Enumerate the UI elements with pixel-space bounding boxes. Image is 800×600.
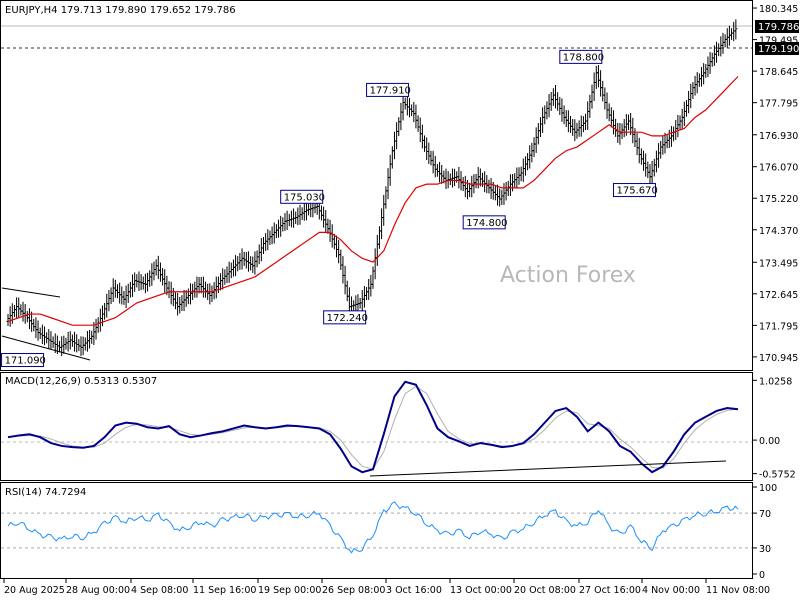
price-bars [6, 19, 738, 357]
x-tick-label: 4 Nov 00:00 [642, 585, 700, 596]
rsi-axis: 100 70 30 0 [1, 483, 777, 581]
x-tick-label: 20 Aug 2025 [4, 585, 65, 596]
annotation-label: 174.800 [462, 215, 508, 230]
annotation-label: 178.800 [559, 49, 604, 64]
x-tick-label: 4 Sep 08:00 [131, 585, 188, 596]
trendline-upper [1, 287, 61, 298]
annotation-label: 177.910 [366, 82, 411, 97]
price-tick-label: 179.495 [759, 36, 798, 47]
annotation-label: 175.030 [280, 189, 325, 204]
trendline-lower [1, 335, 91, 361]
macd-panel [0, 372, 753, 481]
annotation-text: 175.030 [284, 192, 325, 203]
annotation-text: 174.800 [466, 218, 507, 229]
ohlc-header: EURJPY,H4 179.713 179.890 179.652 179.78… [5, 5, 236, 16]
price-tick-label: 174.370 [759, 226, 798, 237]
rsi-panel [0, 482, 753, 579]
rsi-header: RSI(14) 74.7294 [5, 487, 86, 498]
x-tick-label: 19 Sep 00:00 [258, 585, 321, 596]
macd-trendline [369, 460, 727, 477]
price-tick-label: 172.645 [759, 290, 798, 301]
price-tick-label: 170.945 [759, 353, 798, 364]
rsi-tick-label: 30 [759, 544, 771, 555]
price-tick-label: 177.795 [759, 99, 798, 110]
x-tick-label: 27 Oct 16:00 [579, 585, 641, 596]
price-tick-label: 176.930 [759, 131, 798, 142]
price-tick-label: 178.645 [759, 67, 798, 78]
support-price-label: 179.190 [755, 42, 799, 55]
price-annotations: 171.090 175.030 172.240 177.910 174.800 178.8… [1, 49, 658, 368]
annotation-text: 178.800 [563, 52, 604, 63]
support-price-text: 179.190 [758, 44, 799, 55]
annotation-label: 172.240 [323, 310, 368, 325]
time-axis: 20 Aug 2025 28 Aug 00:00 4 Sep 08:00 11 Sep… [3, 579, 770, 596]
x-tick-label: 13 Oct 00:00 [450, 585, 512, 596]
annotation-label: 171.090 [1, 353, 46, 368]
last-price-label: 179.786 [755, 20, 799, 33]
x-tick-label: 28 Aug 00:00 [66, 585, 130, 596]
price-axis: 180.345 179.495 178.645 177.795 176.930 176.0… [752, 4, 798, 364]
x-tick-label: 3 Oct 16:00 [386, 585, 442, 596]
x-tick-label: 26 Sep 08:00 [322, 585, 385, 596]
macd-tick-label: 0.00 [759, 436, 780, 447]
x-tick-label: 11 Sep 16:00 [193, 585, 256, 596]
annotation-text: 172.240 [327, 313, 368, 324]
rsi-tick-label: 70 [759, 509, 771, 520]
price-tick-label: 180.345 [759, 4, 798, 15]
x-tick-label: 20 Oct 08:00 [514, 585, 576, 596]
x-tick-label: 11 Nov 08:00 [706, 585, 770, 596]
annotation-text: 175.670 [616, 186, 657, 197]
price-tick-label: 175.220 [759, 194, 798, 205]
watermark: Action Forex [500, 263, 636, 288]
annotation-text: 177.910 [370, 85, 411, 96]
annotation-text: 171.090 [5, 356, 46, 367]
macd-axis: 1.0258 0.00 -0.5752 [752, 376, 796, 481]
rsi-tick-label: 0 [759, 570, 765, 581]
price-tick-label: 173.495 [759, 258, 798, 269]
last-price-text: 179.786 [758, 22, 799, 33]
macd-line [7, 380, 739, 474]
macd-tick-label: -0.5752 [759, 470, 796, 481]
rsi-line [7, 501, 739, 554]
macd-tick-label: 1.0258 [759, 376, 792, 387]
price-bar [734, 19, 738, 40]
macd-header: MACD(12,26,9) 0.5313 0.5307 [5, 376, 157, 387]
rsi-tick-label: 100 [759, 483, 777, 494]
moving-average-line [7, 76, 739, 326]
price-tick-label: 176.070 [759, 163, 798, 174]
annotation-label: 175.670 [612, 183, 658, 198]
price-tick-label: 171.795 [759, 321, 798, 332]
